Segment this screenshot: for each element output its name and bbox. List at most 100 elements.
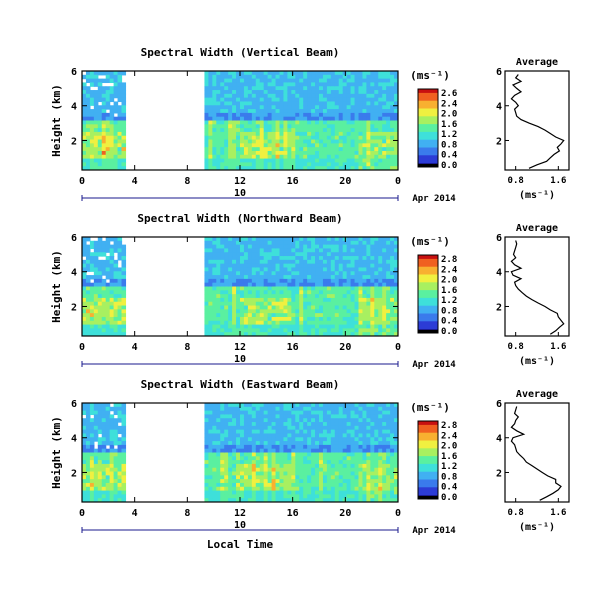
heatmap-cell [378, 486, 383, 492]
heatmap-cell [382, 128, 387, 133]
heatmap-cell [378, 444, 383, 450]
heatmap-cell [259, 158, 265, 163]
heatmap-cell [105, 309, 111, 314]
heatmap-cell [307, 429, 312, 435]
heatmap-cell [330, 240, 336, 246]
heatmap-cell [204, 105, 209, 110]
heatmap-cell [117, 271, 123, 276]
heatmap-cell [240, 240, 245, 246]
heatmap-cell [358, 244, 364, 250]
heatmap-cell [374, 112, 379, 118]
heatmap-cell [251, 429, 257, 435]
heatmap-cell [374, 105, 379, 110]
heatmap-cell [251, 486, 257, 492]
heatmap-cell [101, 112, 107, 118]
heatmap-cell [378, 112, 383, 118]
heatmap-cell [93, 324, 99, 329]
heatmap-cell [386, 105, 391, 110]
heatmap-cell [101, 109, 107, 114]
heatmap-cell [97, 124, 103, 129]
heatmap-cell [307, 482, 312, 488]
colorbar-segment [418, 124, 438, 127]
heatmap-cell [346, 282, 352, 288]
average-title: Average [516, 389, 558, 400]
average-x-tick-label: 0.8 [508, 176, 524, 186]
heatmap-cell [366, 452, 371, 457]
heatmap-cell [89, 410, 95, 416]
heatmap-cell [224, 252, 229, 257]
heatmap-cell [220, 82, 225, 87]
heatmap-cell [204, 139, 209, 144]
heatmap-cell [93, 116, 99, 122]
heatmap-cell [374, 256, 379, 261]
heatmap-cell [271, 294, 277, 299]
heatmap-cell [319, 237, 324, 242]
heatmap-cell [322, 482, 328, 488]
heatmap-cell [330, 86, 336, 91]
heatmap-cell [330, 460, 336, 465]
heatmap-cell [212, 444, 217, 450]
heatmap-cell [334, 248, 340, 253]
heatmap-cell [279, 109, 285, 114]
heatmap-cell [228, 82, 233, 87]
average-x-tick-label: 0.8 [508, 342, 524, 352]
heatmap-cell [350, 316, 356, 322]
heatmap-cell [275, 444, 281, 450]
heatmap-cell [315, 97, 320, 103]
heatmap-cell [109, 143, 115, 148]
heatmap-cell [307, 406, 312, 412]
heatmap-cell [117, 256, 123, 261]
heatmap-cell [113, 286, 119, 291]
heatmap-cell [255, 256, 261, 261]
heatmap-cell [374, 93, 379, 99]
colorbar-segment [418, 471, 438, 475]
heatmap-cell [299, 305, 304, 310]
heatmap-cell [386, 452, 391, 457]
heatmap-cell [358, 290, 364, 295]
heatmap-cell [311, 460, 316, 465]
heatmap-cell [220, 313, 225, 318]
heatmap-cell [204, 414, 209, 419]
heatmap-cell [93, 131, 99, 137]
heatmap-cell [303, 429, 308, 435]
heatmap-cell [259, 290, 265, 295]
heatmap-cell [243, 147, 249, 152]
heatmap-cell [240, 448, 245, 454]
heatmap-cell [243, 328, 249, 333]
colorbar-segment [418, 315, 438, 318]
heatmap-cell [394, 116, 398, 122]
heatmap-cell [275, 278, 281, 284]
heatmap-cell [295, 275, 300, 280]
heatmap-cell [113, 486, 119, 492]
heatmap-cell [279, 486, 285, 492]
heatmap-cell [208, 309, 213, 314]
heatmap-cell [338, 475, 344, 480]
heatmap-cell [82, 448, 87, 454]
heatmap-cell [208, 444, 213, 450]
heatmap-cell [390, 282, 395, 288]
heatmap-cell [212, 86, 217, 91]
heatmap-cell [358, 282, 364, 288]
heatmap-cell [220, 486, 225, 492]
heatmap-cell [267, 112, 273, 118]
heatmap-cell [374, 147, 379, 152]
heatmap-cell [259, 332, 265, 336]
heatmap-cell [322, 494, 328, 499]
heatmap-cell [362, 143, 367, 148]
heatmap-cell [346, 90, 352, 95]
heatmap-cell [315, 328, 320, 333]
heatmap-cell [224, 433, 229, 438]
heatmap-cell [224, 101, 229, 106]
heatmap-cell [267, 294, 273, 299]
heatmap-cell [251, 479, 257, 484]
heatmap-cell [109, 267, 115, 272]
heatmap-cell [334, 406, 340, 412]
colorbar-segment [418, 126, 438, 129]
heatmap-cell [334, 252, 340, 257]
heatmap-cell [259, 479, 265, 484]
heatmap-cell [307, 150, 312, 156]
heatmap-cell [271, 448, 277, 454]
heatmap-cell [82, 109, 87, 114]
heatmap-cell [358, 256, 364, 261]
heatmap-cell [117, 105, 123, 110]
